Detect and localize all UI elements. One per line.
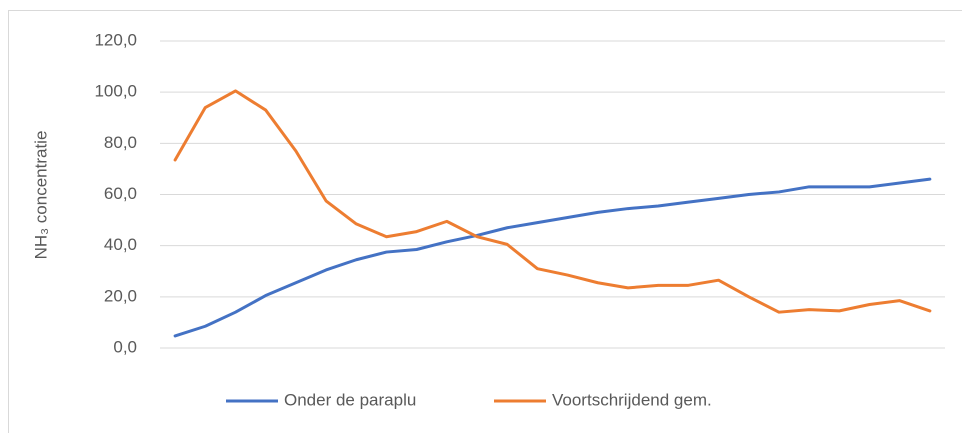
y-tick-label: 20,0 (104, 286, 137, 305)
y-tick-label: 40,0 (104, 235, 137, 254)
y-tick-label: 100,0 (94, 82, 137, 101)
chart-frame (8, 10, 962, 433)
y-tick-label: 0,0 (113, 337, 137, 356)
y-tick-label: 60,0 (104, 184, 137, 203)
series-line (173, 177, 932, 338)
y-tick-label: 120,0 (94, 30, 137, 49)
series-line (173, 89, 932, 314)
legend-label: Onder de paraplu (284, 390, 416, 409)
y-tick-label: 80,0 (104, 133, 137, 152)
y-axis-label: NH₃ concentratie (31, 131, 50, 260)
legend-label: Voortschrijdend gem. (552, 390, 712, 409)
